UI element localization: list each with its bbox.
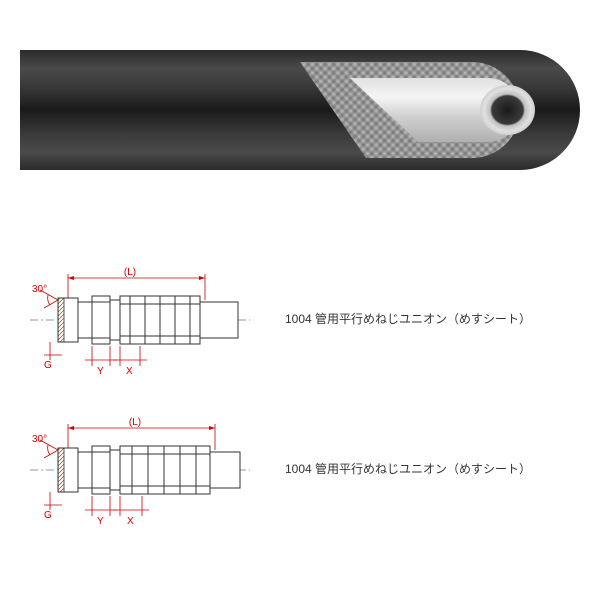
fitting-drawing-2: (L) 30° G Y: [30, 410, 250, 530]
dim-angle-label: 30°: [32, 284, 47, 295]
dim-y-label: Y: [97, 516, 104, 527]
fitting-drawing-1: (L) 30° G Y: [30, 260, 250, 380]
diagram-2-caption: 1004 管用平行めねじユニオン（めすシート）: [285, 460, 531, 477]
fitting-diagram-2: (L) 30° G Y: [30, 410, 570, 530]
hose-cutaway: [300, 50, 580, 170]
dim-length-label: (L): [129, 417, 141, 428]
hose-image: [20, 50, 580, 170]
dim-angle-label: 30°: [32, 434, 47, 445]
dim-g-label: G: [44, 510, 52, 521]
diagram-1-caption: 1004 管用平行めねじユニオン（めすシート）: [285, 310, 531, 327]
dim-x-label: X: [127, 516, 134, 527]
dim-y-label: Y: [97, 366, 104, 377]
dim-length-label: (L): [124, 267, 136, 278]
dim-x-label: X: [126, 366, 133, 377]
fitting-diagram-1: (L) 30° G Y: [30, 260, 570, 380]
dim-g-label: G: [44, 360, 52, 371]
hose-bore: [480, 85, 535, 135]
